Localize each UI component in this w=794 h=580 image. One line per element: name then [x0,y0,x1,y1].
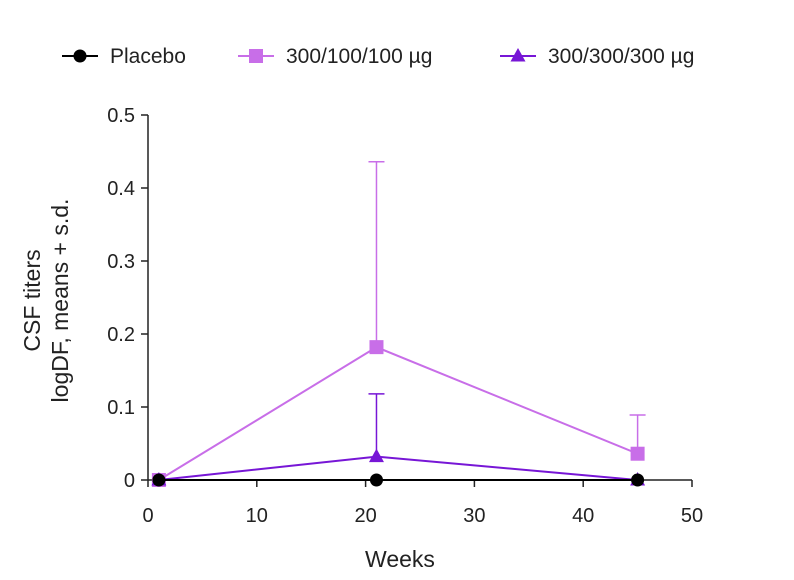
y-tick-label: 0.2 [107,324,135,346]
legend-label: 300/300/300 µg [548,45,694,68]
y-axis-title-line: logDF, means + s.d. [47,199,73,403]
legend: Placebo 300/100/100 µg 300/300/300 µg [62,45,694,68]
x-tick-label: 0 [142,505,153,527]
legend-item: 300/100/100 µg [238,45,432,68]
data-point [630,446,645,461]
series-layer [151,160,646,487]
data-point [369,473,383,487]
x-tick-label: 50 [681,505,703,527]
series-2 [151,160,646,487]
x-axis-title: Weeks [365,546,435,572]
x-tick-label: 40 [572,505,594,527]
data-point [368,448,384,463]
y-tick-label: 0 [124,470,135,492]
data-point [152,473,166,487]
y-tick-label: 0.3 [107,251,135,273]
legend-marker [73,49,87,63]
data-point [369,340,384,355]
y-tick-label: 0.4 [107,178,135,200]
y-axis-title-line: CSF titers [19,249,45,351]
x-tick-label: 30 [463,505,485,527]
legend-item: 300/300/300 µg [500,45,694,68]
legend-marker [249,49,263,63]
series-1 [152,473,645,487]
legend-marker [510,48,526,62]
y-tick-label: 0.5 [107,105,135,127]
legend-label: 300/100/100 µg [286,45,432,68]
y-axis-title: CSF titers logDF, means + s.d. [19,199,73,403]
y-tick-label: 0.1 [107,397,135,419]
x-tick-label: 20 [354,505,376,527]
x-tick-label: 10 [246,505,268,527]
axes: 0 0.1 0.2 0.3 0.4 0.5 0 10 20 30 40 50 [107,105,703,527]
series-line [158,346,638,481]
legend-label: Placebo [110,45,186,68]
legend-item: Placebo [62,45,186,68]
series-line [158,455,638,481]
data-point [631,473,645,487]
